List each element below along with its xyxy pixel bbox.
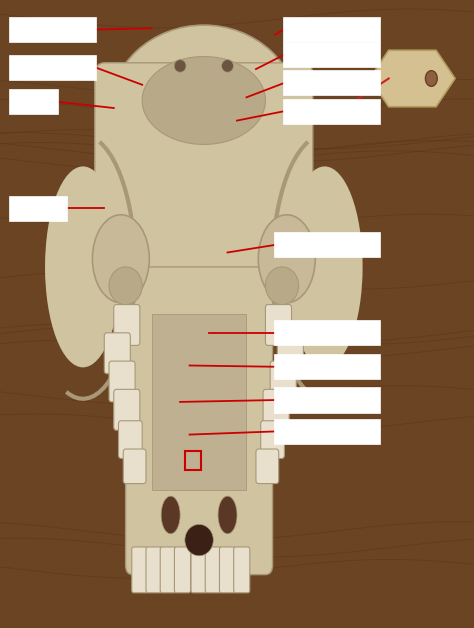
FancyBboxPatch shape [95, 63, 313, 327]
FancyBboxPatch shape [256, 449, 279, 484]
FancyBboxPatch shape [109, 361, 135, 402]
FancyBboxPatch shape [274, 387, 380, 413]
FancyBboxPatch shape [118, 421, 142, 458]
FancyBboxPatch shape [265, 305, 292, 345]
Ellipse shape [218, 496, 237, 534]
FancyBboxPatch shape [274, 232, 380, 257]
Ellipse shape [287, 166, 363, 367]
Ellipse shape [92, 215, 149, 303]
FancyBboxPatch shape [283, 70, 380, 95]
FancyBboxPatch shape [146, 547, 162, 593]
FancyBboxPatch shape [9, 55, 96, 80]
Ellipse shape [109, 267, 142, 305]
FancyBboxPatch shape [261, 421, 284, 458]
Ellipse shape [185, 524, 213, 556]
Polygon shape [370, 50, 455, 107]
FancyBboxPatch shape [9, 196, 67, 221]
Ellipse shape [265, 267, 299, 305]
FancyBboxPatch shape [174, 547, 191, 593]
FancyBboxPatch shape [234, 547, 250, 593]
FancyBboxPatch shape [104, 333, 130, 374]
FancyBboxPatch shape [132, 547, 148, 593]
Ellipse shape [174, 60, 186, 72]
FancyBboxPatch shape [283, 42, 380, 67]
FancyBboxPatch shape [160, 547, 176, 593]
FancyBboxPatch shape [205, 547, 221, 593]
FancyBboxPatch shape [191, 547, 207, 593]
FancyBboxPatch shape [274, 354, 380, 379]
Ellipse shape [221, 60, 233, 72]
FancyBboxPatch shape [9, 17, 96, 42]
FancyBboxPatch shape [9, 89, 58, 114]
Ellipse shape [258, 215, 315, 303]
Bar [185, 451, 201, 470]
FancyBboxPatch shape [123, 449, 146, 484]
FancyBboxPatch shape [274, 320, 380, 345]
FancyBboxPatch shape [283, 99, 380, 124]
FancyBboxPatch shape [270, 361, 296, 402]
FancyBboxPatch shape [126, 267, 273, 575]
FancyBboxPatch shape [277, 333, 303, 374]
FancyBboxPatch shape [219, 547, 236, 593]
Ellipse shape [109, 25, 299, 201]
Bar [152, 314, 246, 490]
Ellipse shape [142, 57, 265, 144]
Ellipse shape [45, 166, 121, 367]
FancyBboxPatch shape [114, 389, 140, 430]
Ellipse shape [161, 496, 180, 534]
Ellipse shape [426, 70, 437, 86]
FancyBboxPatch shape [114, 305, 140, 345]
FancyBboxPatch shape [274, 419, 380, 444]
FancyBboxPatch shape [283, 17, 380, 42]
FancyBboxPatch shape [263, 389, 289, 430]
